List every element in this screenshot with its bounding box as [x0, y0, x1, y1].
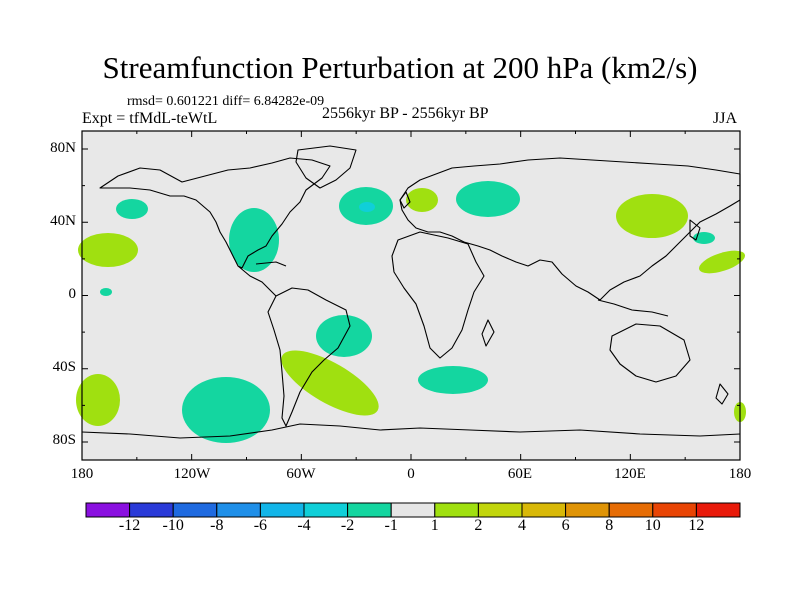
colorbar-swatch: [652, 502, 697, 518]
lat-label-40s: 40S: [52, 359, 76, 375]
lon-label-60e: 60E: [507, 466, 533, 482]
coast-madagascar: [481, 319, 495, 347]
colorbar-label: 4: [518, 517, 526, 534]
colorbar-label: -6: [253, 517, 268, 534]
colorbar-swatch: [85, 502, 131, 518]
colorbar-label: -2: [340, 517, 355, 534]
anomaly-hawaii-teal: [100, 288, 112, 296]
anomaly-caribbean-teal: [229, 208, 279, 272]
colorbar-swatch: [695, 502, 741, 518]
coast-antarctica: [81, 423, 741, 439]
experiment-label: Expt = tfMdL-teWtL: [82, 110, 218, 127]
anomaly-east-asia-teal: [693, 232, 715, 244]
lon-label-180e: 180: [728, 466, 752, 482]
colorbar-label: 2: [474, 517, 483, 534]
colorbar-swatch: [477, 502, 523, 518]
lat-label-0: 0: [68, 286, 77, 302]
colorbar-label: 1: [430, 517, 439, 534]
lon-label-120w: 120W: [173, 466, 211, 482]
colorbar-swatch: [216, 502, 261, 518]
coast-australia: [609, 323, 691, 383]
lon-label-120e: 120E: [614, 466, 646, 482]
anomaly-s-america-green: [281, 350, 379, 416]
coast-indonesia: [597, 299, 669, 317]
coast-greenland: [295, 145, 357, 189]
colorbar-label: 8: [605, 517, 614, 534]
coast-africa: [391, 231, 485, 359]
lon-label-180w: 180: [70, 466, 94, 482]
anomaly-n-pacific-green: [78, 233, 138, 267]
rmsd-stats: rmsd= 0.601221 diff= 6.84282e-09: [127, 94, 325, 109]
colorbar-swatch: [390, 502, 436, 518]
colorbar: [85, 502, 741, 518]
colorbar-label: -10: [162, 517, 184, 534]
coast-south-america: [267, 287, 351, 427]
season-label: JJA: [713, 110, 738, 127]
anomaly-s-indian-teal: [418, 366, 488, 394]
anomaly-s-pacific-green-w: [76, 374, 120, 426]
colorbar-swatch: [608, 502, 654, 518]
lon-label-0: 0: [407, 466, 415, 482]
lat-label-80n: 80N: [50, 140, 76, 156]
coast-cuba: [255, 261, 287, 267]
colorbar-label: 6: [561, 517, 570, 534]
lat-label-40n: 40N: [50, 213, 76, 229]
colorbar-label: 10: [644, 517, 661, 534]
colorbar-swatch: [259, 502, 305, 518]
colorbar-swatch: [172, 502, 218, 518]
colorbar-swatch: [129, 502, 174, 518]
colorbar-swatch: [347, 502, 392, 518]
colorbar-label: -4: [297, 517, 311, 534]
anomaly-scandinavia-teal: [456, 181, 520, 217]
plot-title: Streamfunction Perturbation at 200 hPa (…: [102, 50, 698, 85]
coast-eurasia: [399, 157, 741, 301]
colorbar-label: 12: [688, 517, 705, 534]
coast-uk: [399, 191, 411, 209]
lon-label-60w: 60W: [286, 466, 316, 482]
colorbar-swatch: [434, 502, 479, 518]
anomaly-ne-pacific-green: [699, 250, 745, 274]
anomaly-n-pacific-teal: [116, 199, 148, 219]
colorbar-label: -8: [210, 517, 224, 534]
map-background: [82, 131, 740, 460]
period-label: 2556kyr BP - 2556kyr BP: [322, 105, 489, 122]
colorbar-swatch: [521, 502, 567, 518]
lat-label-80s: 80S: [52, 432, 76, 448]
anomaly-s-pacific-teal: [182, 377, 270, 443]
anomaly-n-atlantic-core: [359, 202, 375, 212]
coast-new-zealand: [715, 383, 729, 405]
anomaly-europe-green: [406, 188, 438, 212]
colorbar-label: -1: [384, 517, 398, 534]
colorbar-swatch: [303, 502, 349, 518]
coast-central-america: [237, 265, 277, 297]
colorbar-swatch: [565, 502, 610, 518]
colorbar-label: -12: [118, 517, 141, 534]
anomaly-east-asia-green: [616, 194, 688, 238]
coast-north-america: [99, 157, 331, 269]
coast-japan: [689, 219, 701, 241]
